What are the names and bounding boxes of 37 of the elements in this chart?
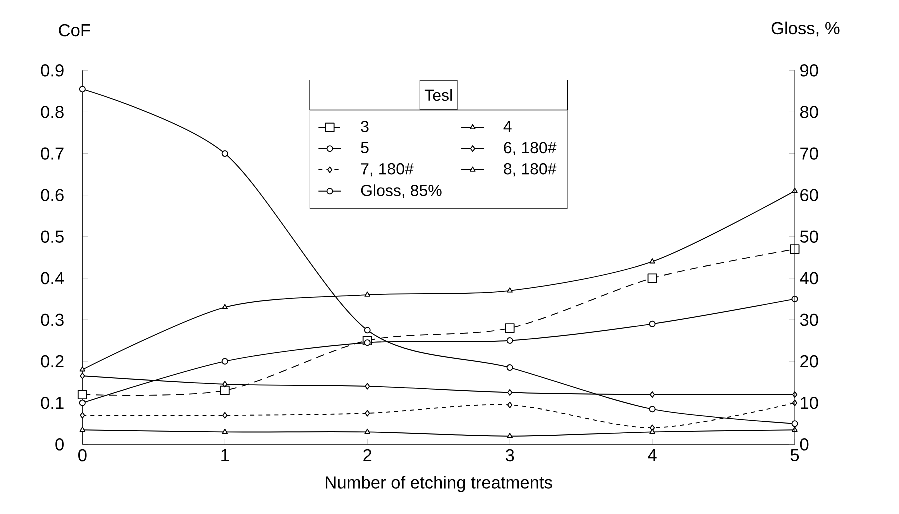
y2-tick-label: 10 (801, 396, 818, 410)
y-axis-title: CoF (59, 24, 90, 37)
y-tick-label: 0.7 (41, 148, 64, 160)
legend-label: 4 (504, 121, 512, 132)
legend-label: 5 (361, 142, 369, 154)
y2-tick-label: 20 (800, 355, 818, 368)
x-tick-label: 0 (78, 449, 87, 462)
x-tick-label: 5 (790, 449, 800, 462)
x-tick-label: 1 (222, 449, 230, 462)
y-tick-label: 0.6 (41, 189, 64, 202)
legend-label: 8, 180# (504, 163, 557, 177)
y2-tick-label: 40 (800, 272, 818, 285)
y-tick-label: 0.5 (41, 230, 64, 244)
y-tick-label: 0.4 (41, 272, 64, 285)
y2-tick-label: 90 (800, 64, 818, 77)
y-tick-label: 0.3 (41, 314, 64, 326)
x-axis-title: Number of etching treatments (326, 476, 552, 492)
y-tick-label: 0 (56, 438, 64, 451)
x-tick-label: 3 (506, 449, 514, 462)
y2-tick-label: 70 (800, 148, 818, 160)
y-tick-label: 0.1 (41, 396, 64, 410)
y2-tick-label: 50 (800, 230, 818, 244)
x-tick-label: 2 (364, 449, 372, 462)
y2-tick-label: 30 (800, 314, 818, 326)
y2-tick-label: 80 (800, 106, 818, 118)
y-tick-label: 0.8 (41, 106, 64, 118)
y-tick-label: 0.9 (41, 64, 64, 77)
legend-label: 6, 180# (504, 142, 557, 156)
y-tick-label: 0.2 (41, 355, 64, 368)
legend-label: 3 (361, 121, 369, 132)
legend-title: Tesl (424, 89, 452, 102)
x-tick-label: 4 (648, 449, 657, 462)
y2-tick-label: 0 (800, 438, 809, 451)
y2-axis-title: Gloss, % (772, 22, 840, 37)
legend-label: 7, 180# (361, 163, 414, 177)
legend-label: Gloss, 85% (361, 184, 442, 198)
y2-tick-label: 60 (800, 189, 818, 202)
